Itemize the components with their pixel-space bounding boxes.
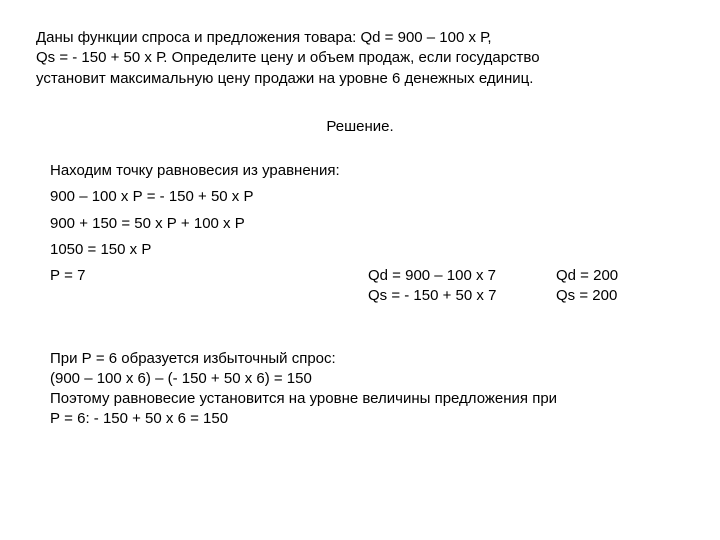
- solution-body: Находим точку равновесия из уравнения: 9…: [36, 161, 684, 430]
- problem-line-3: установит максимальную цену продажи на у…: [36, 69, 684, 89]
- problem-line-1: Даны функции спроса и предложения товара…: [36, 28, 684, 48]
- result-row-2: Qs = - 150 + 50 x 7 Qs = 200: [50, 286, 684, 306]
- qd-result: Qd = 200: [556, 266, 676, 286]
- problem-line-2: Qs = - 150 + 50 x Р. Определите цену и о…: [36, 48, 684, 68]
- empty-cell: [50, 286, 360, 306]
- equilibrium-intro: Находим точку равновесия из уравнения:: [50, 161, 684, 181]
- problem-statement: Даны функции спроса и предложения товара…: [36, 28, 684, 89]
- equilibrium-eq1: 900 – 100 х Р = - 150 + 50 х Р: [50, 187, 684, 207]
- qs-calculation: Qs = - 150 + 50 x 7: [368, 286, 548, 306]
- conclusion-line-3: Поэтому равновесие установится на уровне…: [50, 389, 684, 409]
- conclusion-line-1: При Р = 6 образуется избыточный спрос:: [50, 349, 684, 369]
- qd-calculation: Qd = 900 – 100 x 7: [368, 266, 548, 286]
- conclusion-line-4: Р = 6: - 150 + 50 х 6 = 150: [50, 409, 684, 429]
- result-row-1: Р = 7 Qd = 900 – 100 x 7 Qd = 200: [50, 266, 684, 286]
- equilibrium-eq3: 1050 = 150 х Р: [50, 240, 684, 260]
- solution-heading: Решение.: [36, 117, 684, 137]
- equilibrium-eq2: 900 + 150 = 50 х Р + 100 х Р: [50, 214, 684, 234]
- conclusion-block: При Р = 6 образуется избыточный спрос: (…: [50, 349, 684, 430]
- conclusion-line-2: (900 – 100 х 6) – (- 150 + 50 х 6) = 150: [50, 369, 684, 389]
- equilibrium-eq4: Р = 7: [50, 266, 360, 286]
- qs-result: Qs = 200: [556, 286, 676, 306]
